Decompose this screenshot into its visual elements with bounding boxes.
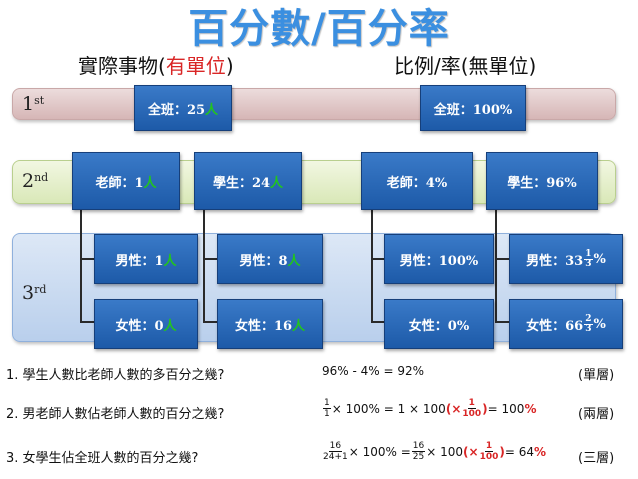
right-root-box: 全班：100%	[420, 85, 526, 131]
left-teacher-box: 老師：1 人	[72, 152, 180, 210]
left-student-female-box: 女性：16 人	[217, 299, 323, 349]
question-2: 2. 男老師人數佔老師人數的百分之幾?	[6, 407, 225, 422]
question-1: 1. 學生人數比老師人數的多百分之幾?	[6, 368, 225, 383]
connector	[495, 321, 509, 323]
right-teacher-female-box: 女性：0%	[384, 299, 494, 349]
level-3-label: 3rd	[22, 282, 47, 304]
right-heading: 比例/率(無單位)	[394, 54, 537, 78]
question-3: 3. 女學生佔全班人數的百分之幾?	[6, 451, 199, 466]
left-heading: 實際事物(有單位)	[78, 54, 234, 78]
connector	[495, 258, 509, 260]
equation-1: 96% - 4% = 92%	[322, 364, 425, 378]
connector	[371, 207, 373, 322]
connector	[80, 258, 94, 260]
left-root-box: 全班：25 人	[134, 85, 232, 131]
connector	[203, 207, 205, 322]
connector	[371, 258, 385, 260]
tag-3: (三層)	[578, 451, 615, 466]
left-student-box: 學生：24 人	[194, 152, 302, 210]
connector	[203, 258, 217, 260]
connector	[371, 321, 385, 323]
connector	[495, 207, 497, 322]
connector	[80, 207, 82, 322]
equation-3: 16 24+1 × 100% = 16 25 × 100 (× 1 100 ) = 6…	[323, 441, 547, 462]
tag-2: (兩層)	[578, 407, 615, 422]
right-teacher-box: 老師：4%	[361, 152, 473, 210]
left-student-male-box: 男性：8 人	[217, 234, 323, 284]
right-teacher-male-box: 男性：100%	[384, 234, 494, 284]
tag-1: (單層)	[578, 368, 615, 383]
level-1-label: 1st	[22, 93, 45, 115]
page-title: 百分數/百分率	[188, 6, 450, 52]
connector	[80, 321, 94, 323]
connector	[203, 321, 217, 323]
level-2-label: 2nd	[22, 170, 49, 192]
left-teacher-male-box: 男性：1 人	[94, 234, 198, 284]
right-student-box: 學生：96%	[486, 152, 598, 210]
left-teacher-female-box: 女性：0 人	[94, 299, 198, 349]
